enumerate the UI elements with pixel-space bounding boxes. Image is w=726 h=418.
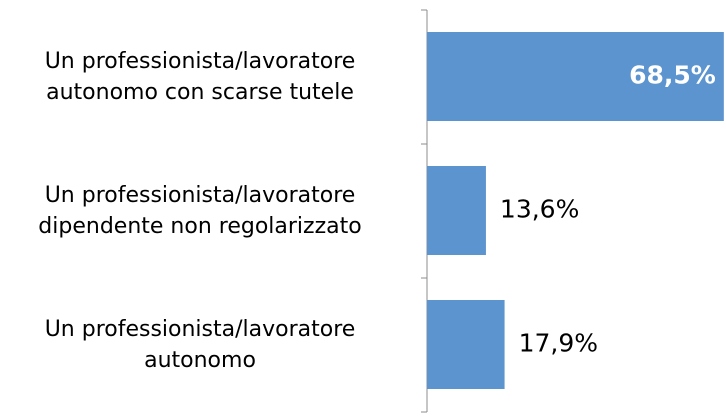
category-label: Un professionista/lavoratore autonomo co…	[44, 48, 356, 105]
value-label: 13,6%	[500, 195, 579, 224]
value-label: 17,9%	[519, 329, 598, 358]
bar	[427, 32, 724, 121]
category-label: Un professionista/lavoratore dipendente …	[38, 182, 362, 239]
value-label: 68,5%	[629, 61, 716, 90]
bar	[427, 166, 486, 255]
bar	[427, 300, 505, 389]
category-label: Un professionista/lavoratore autonomo	[44, 316, 356, 373]
